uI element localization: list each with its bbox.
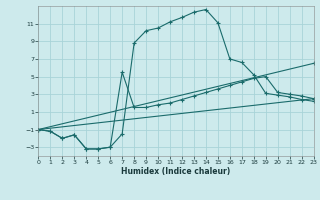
X-axis label: Humidex (Indice chaleur): Humidex (Indice chaleur)	[121, 167, 231, 176]
